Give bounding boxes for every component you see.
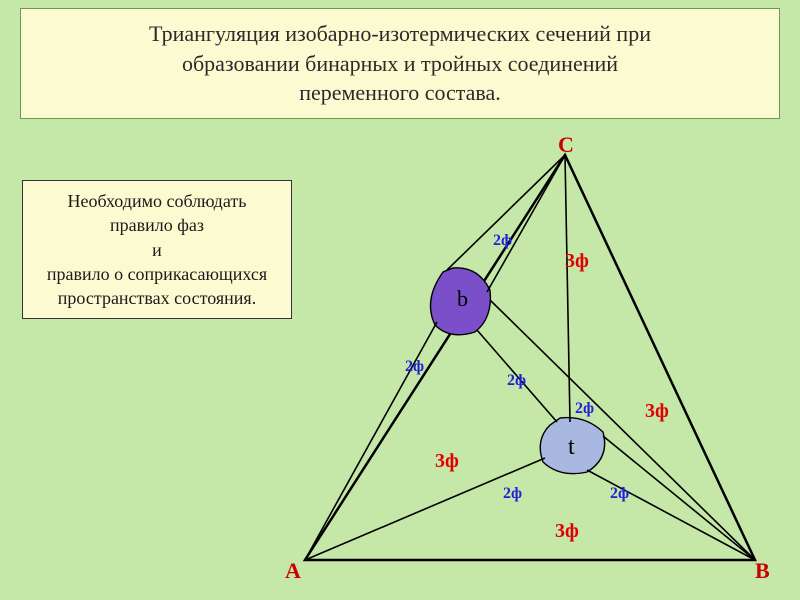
title-line1: Триангуляция изобарно-изотермических сеч… bbox=[149, 21, 651, 46]
tie-line bbox=[490, 300, 755, 560]
vertex-B: B bbox=[755, 558, 770, 584]
note-line2: правило фаз bbox=[110, 215, 204, 235]
phase-label-2ф: 2ф bbox=[575, 400, 594, 418]
phase-label-3ф: 3ф bbox=[645, 400, 669, 423]
tie-line bbox=[487, 155, 565, 292]
title-line2: образовании бинарных и тройных соединени… bbox=[182, 51, 618, 76]
phase-diagram: A B C b t 3ф3ф3ф3ф2ф2ф2ф2ф2ф2ф bbox=[275, 140, 785, 590]
b-label: b bbox=[457, 286, 468, 312]
diagram-svg bbox=[275, 140, 785, 590]
tie-line bbox=[447, 155, 565, 270]
phase-label-2ф: 2ф bbox=[507, 372, 526, 390]
note-line1: Необходимо соблюдать bbox=[68, 191, 247, 211]
phase-label-3ф: 3ф bbox=[555, 520, 579, 543]
t-label: t bbox=[568, 434, 575, 461]
note-line5: пространствах состояния. bbox=[58, 288, 256, 308]
note-line3: и bbox=[152, 240, 162, 260]
phase-label-3ф: 3ф bbox=[435, 450, 459, 473]
title-box: Триангуляция изобарно-изотермических сеч… bbox=[20, 8, 780, 119]
phase-label-2ф: 2ф bbox=[493, 232, 512, 250]
phase-label-2ф: 2ф bbox=[610, 485, 629, 503]
phase-label-2ф: 2ф bbox=[503, 485, 522, 503]
phase-label-2ф: 2ф bbox=[405, 358, 424, 376]
tie-line bbox=[565, 155, 570, 422]
phase-label-3ф: 3ф bbox=[565, 250, 589, 273]
note-box: Необходимо соблюдать правило фаз и прави… bbox=[22, 180, 292, 319]
inner-lines bbox=[305, 155, 755, 560]
vertex-A: A bbox=[285, 558, 301, 584]
vertex-C: C bbox=[558, 132, 574, 158]
tie-line bbox=[305, 458, 545, 560]
title-line3: переменного состава. bbox=[299, 80, 501, 105]
tie-line bbox=[587, 470, 755, 560]
note-line4: правило о соприкасающихся bbox=[47, 264, 267, 284]
